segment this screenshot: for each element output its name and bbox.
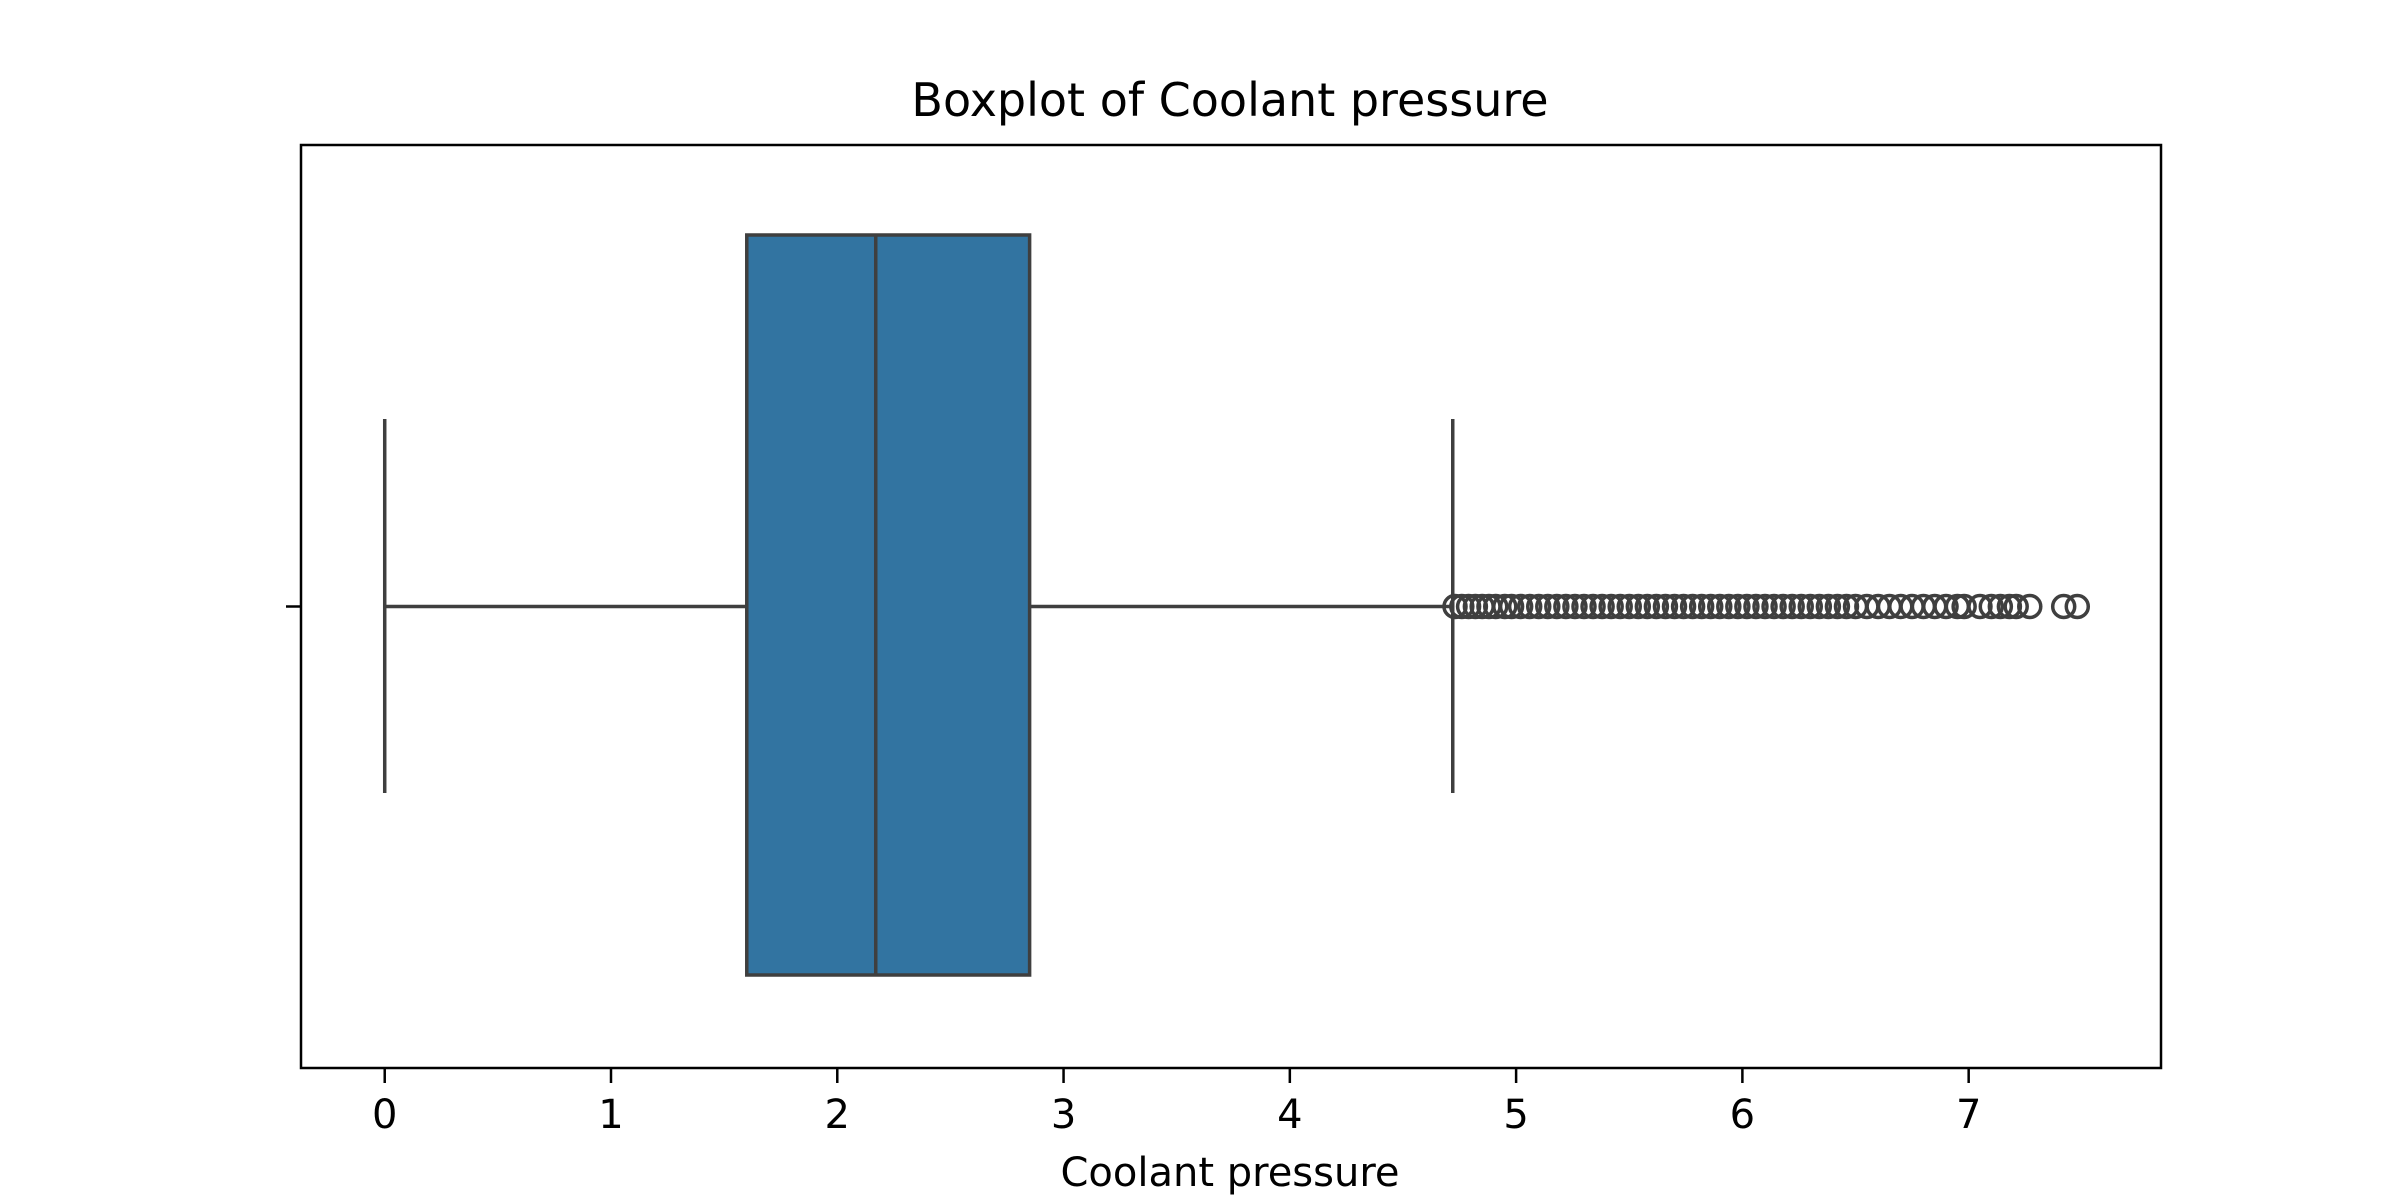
x-tick-label: 1 xyxy=(598,1092,623,1138)
outlier-point xyxy=(1553,593,1579,620)
outlier-point xyxy=(1670,593,1697,620)
outlier-point xyxy=(1516,593,1543,620)
x-tick-label: 2 xyxy=(825,1092,850,1138)
outlier-point xyxy=(1815,593,1842,620)
outlier-point xyxy=(1806,593,1833,620)
outlier-point xyxy=(1571,593,1597,620)
outlier-point xyxy=(1743,593,1769,620)
outlier-point xyxy=(1580,593,1606,620)
x-axis-label: Coolant pressure xyxy=(1060,1150,1399,1196)
outlier-point xyxy=(1951,593,1977,620)
outlier-point xyxy=(1616,593,1642,620)
outlier-points xyxy=(1442,593,2091,620)
outlier-point xyxy=(1625,593,1652,620)
x-tick-label: 5 xyxy=(1503,1092,1528,1138)
outlier-point xyxy=(1562,593,1588,620)
iqr-box xyxy=(745,233,1032,977)
outlier-point xyxy=(1752,593,1778,620)
outlier-point xyxy=(1978,593,2005,620)
outlier-point xyxy=(2050,593,2077,620)
outlier-point xyxy=(1652,593,1679,620)
x-tick-label: 3 xyxy=(1051,1092,1076,1138)
outlier-point xyxy=(1734,593,1760,620)
plot-area xyxy=(382,233,1455,977)
outlier-point xyxy=(1525,593,1552,620)
outlier-point xyxy=(1679,593,1706,620)
outlier-point xyxy=(1607,593,1633,620)
outlier-point xyxy=(1797,593,1824,620)
outlier-point xyxy=(1779,593,1805,620)
outlier-point xyxy=(1697,593,1724,620)
x-tick-label: 7 xyxy=(1956,1092,1981,1138)
outlier-point xyxy=(1661,593,1688,620)
outlier-point xyxy=(2003,593,2029,620)
outlier-point xyxy=(1498,593,1525,620)
outlier-point xyxy=(1589,593,1615,620)
x-axis-ticks: 0 1 2 3 4 5 6 7 xyxy=(372,1068,1981,1138)
outlier-point xyxy=(1761,593,1787,620)
outlier-point xyxy=(1544,593,1570,620)
outlier-point xyxy=(1716,593,1742,620)
outlier-point xyxy=(1643,593,1670,620)
outlier-point xyxy=(1707,593,1733,620)
x-tick-label: 0 xyxy=(372,1092,397,1138)
outlier-point xyxy=(1598,593,1624,620)
outlier-point xyxy=(1634,593,1661,620)
outlier-point xyxy=(1482,593,1509,620)
x-tick-label: 6 xyxy=(1730,1092,1755,1138)
outlier-point xyxy=(1688,593,1715,620)
chart-title: Boxplot of Coolant pressure xyxy=(911,73,1548,127)
outlier-point xyxy=(1824,593,1851,620)
outlier-point xyxy=(2064,593,2091,620)
outlier-point xyxy=(1492,593,1518,620)
outlier-point xyxy=(1725,593,1751,620)
outlier-point xyxy=(1933,593,1959,620)
outlier-point xyxy=(1770,593,1796,620)
x-tick-label: 4 xyxy=(1277,1092,1302,1138)
outlier-point xyxy=(1987,593,2014,620)
outlier-point xyxy=(1507,593,1534,620)
outlier-point xyxy=(1788,593,1814,620)
outlier-point xyxy=(1535,593,1561,620)
outlier-point xyxy=(2017,593,2043,620)
